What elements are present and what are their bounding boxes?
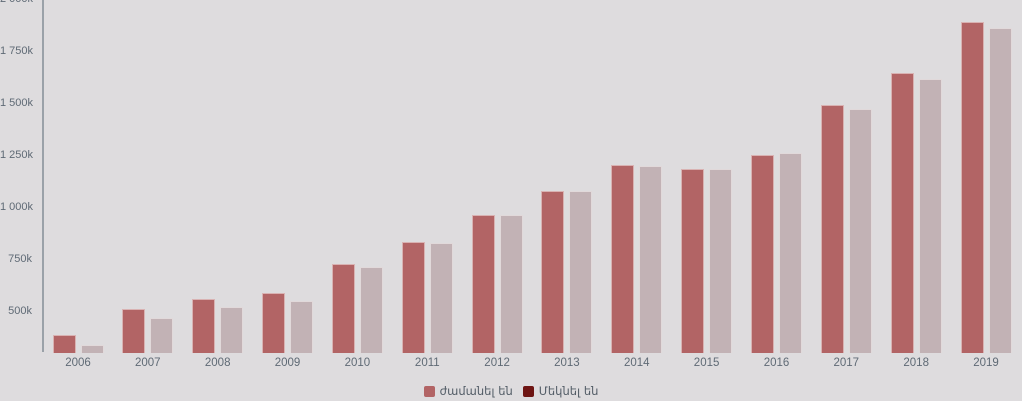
bar-arrived-2016[interactable] bbox=[751, 155, 774, 353]
legend-swatch-arrived bbox=[423, 385, 435, 397]
legend: ժամանել են Մեկնել են bbox=[0, 384, 1022, 398]
x-axis-label: 2009 bbox=[274, 357, 301, 369]
x-axis-label: 2018 bbox=[903, 357, 929, 369]
bar-departed-2009[interactable] bbox=[290, 301, 313, 353]
x-axis-label: 2013 bbox=[554, 357, 580, 369]
y-axis-label: 1 250k bbox=[0, 148, 34, 161]
y-axis-label: 500k bbox=[8, 304, 32, 317]
bar-departed-2006[interactable] bbox=[80, 344, 104, 353]
bar-arrived-2017[interactable] bbox=[820, 104, 844, 353]
x-axis-label: 2014 bbox=[624, 357, 650, 369]
bar-departed-2014[interactable] bbox=[639, 166, 663, 353]
y-axis-label: 1 000k bbox=[0, 200, 34, 213]
y-axis-label: 1 750k bbox=[0, 44, 34, 57]
x-axis-label: 2019 bbox=[973, 357, 999, 369]
bar-arrived-2012[interactable] bbox=[471, 214, 495, 353]
bar-departed-2015[interactable] bbox=[709, 169, 733, 353]
bar-departed-2018[interactable] bbox=[918, 78, 942, 353]
x-axis-label: 2006 bbox=[65, 357, 91, 369]
legend-swatch-departed bbox=[522, 385, 534, 397]
x-axis-label: 2012 bbox=[484, 357, 510, 369]
bar-departed-2016[interactable] bbox=[779, 152, 802, 353]
x-axis-label: 2011 bbox=[414, 357, 440, 369]
legend-label-departed: Մեկնել են bbox=[538, 384, 599, 398]
x-axis-label: 2017 bbox=[833, 357, 860, 369]
bar-departed-2012[interactable] bbox=[499, 214, 523, 353]
bar-arrived-2015[interactable] bbox=[681, 169, 705, 353]
legend-item-arrived[interactable]: ժամանել են bbox=[423, 384, 513, 398]
legend-item-departed[interactable]: Մեկնել են bbox=[522, 384, 599, 398]
x-axis-label: 2010 bbox=[344, 357, 371, 369]
x-axis-label: 2015 bbox=[693, 357, 720, 369]
bar-arrived-2019[interactable] bbox=[960, 21, 984, 353]
bar-departed-2010[interactable] bbox=[359, 266, 383, 353]
bar-departed-2019[interactable] bbox=[988, 27, 1012, 353]
y-axis-label: 1 500k bbox=[0, 96, 34, 109]
bar-arrived-2018[interactable] bbox=[890, 72, 914, 353]
bar-departed-2013[interactable] bbox=[569, 191, 593, 353]
x-axis-label: 2016 bbox=[763, 357, 790, 369]
bar-arrived-2013[interactable] bbox=[541, 191, 565, 353]
bar-arrived-2011[interactable] bbox=[401, 242, 425, 353]
bar-arrived-2007[interactable] bbox=[122, 308, 146, 353]
x-axis-label: 2008 bbox=[204, 357, 231, 369]
y-axis-label: 2 000k bbox=[0, 0, 33, 5]
bar-arrived-2008[interactable] bbox=[192, 299, 216, 353]
bar-departed-2007[interactable] bbox=[150, 317, 174, 353]
y-axis-label: 750k bbox=[8, 252, 32, 265]
x-axis-label: 2007 bbox=[135, 357, 161, 369]
bar-departed-2011[interactable] bbox=[429, 243, 453, 353]
bar-departed-2017[interactable] bbox=[848, 109, 872, 353]
legend-label-arrived: ժամանել են bbox=[439, 384, 513, 398]
y-axis-line bbox=[42, 0, 44, 352]
bar-arrived-2014[interactable] bbox=[611, 165, 635, 353]
bar-arrived-2010[interactable] bbox=[331, 264, 355, 353]
bar-arrived-2006[interactable] bbox=[52, 334, 76, 353]
bar-arrived-2009[interactable] bbox=[262, 292, 285, 353]
bar-departed-2008[interactable] bbox=[220, 307, 244, 353]
